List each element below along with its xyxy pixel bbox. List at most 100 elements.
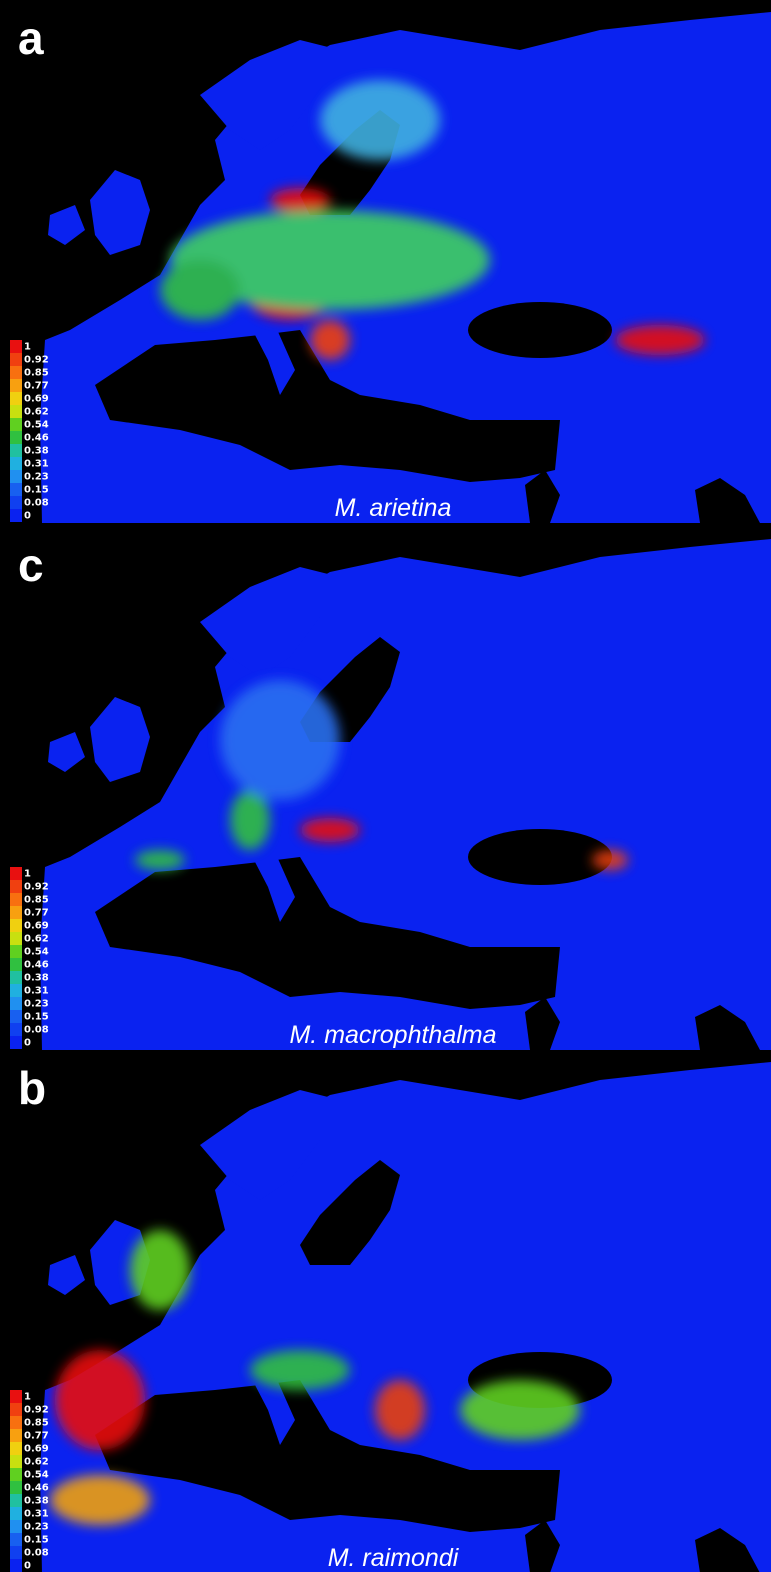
suitability-area [135, 850, 185, 870]
legend-swatch [10, 984, 22, 997]
legend-swatch [10, 932, 22, 945]
suitability-area [460, 1380, 580, 1440]
legend-swatch [10, 997, 22, 1010]
legend-label: 0.46 [24, 1483, 49, 1494]
legend-swatch [10, 1494, 22, 1507]
legend-label: 0.08 [24, 1025, 49, 1036]
legend-label: 0.85 [24, 368, 49, 379]
figure: a M. arietina 1 0.92 0.85 0.77 0.69 0.62 0.54 0.4… [0, 0, 771, 1572]
map-panel: aM. arietina10.920.850.770.690.620.540.4… [0, 0, 771, 523]
legend-label: 0.08 [24, 1548, 49, 1559]
legend-label: 0.15 [24, 485, 49, 496]
legend-label: 0.69 [24, 921, 49, 932]
legend-swatch [10, 1481, 22, 1494]
legend-swatch [10, 1507, 22, 1520]
legend-swatch [10, 1403, 22, 1416]
legend-label: 0.62 [24, 407, 49, 418]
legend-label: 0.08 [24, 498, 49, 509]
legend-label: 0.85 [24, 895, 49, 906]
suitability-area [320, 80, 440, 160]
legend-swatch [10, 1455, 22, 1468]
legend-label: 0.77 [24, 1431, 49, 1442]
species-name: M. macrophthalma [289, 1021, 496, 1049]
suitability-area [375, 1380, 425, 1440]
suitability-area [592, 850, 628, 870]
legend-label: 0.85 [24, 1418, 49, 1429]
map-panel: bM. raimondi10.920.850.770.690.620.540.4… [0, 1050, 771, 1572]
legend-swatch [10, 880, 22, 893]
legend-swatch [10, 340, 22, 353]
suitability-area [55, 1350, 145, 1450]
legend-label: 0.77 [24, 381, 49, 392]
legend-label: 0 [24, 511, 31, 522]
suitability-area [270, 188, 330, 212]
legend-swatch [10, 496, 22, 509]
legend-swatch [10, 444, 22, 457]
legend-label: 0.15 [24, 1012, 49, 1023]
legend-swatch [10, 1546, 22, 1559]
legend-swatch [10, 1442, 22, 1455]
legend-label: 0.31 [24, 459, 49, 470]
legend-swatch [10, 418, 22, 431]
legend-label: 0.38 [24, 973, 49, 984]
legend-swatch [10, 366, 22, 379]
legend-swatch [10, 457, 22, 470]
legend-label: 1 [24, 869, 31, 880]
suitability-area [300, 818, 360, 842]
legend-swatch [10, 1533, 22, 1546]
legend-swatch [10, 1429, 22, 1442]
legend-label: 0.15 [24, 1535, 49, 1546]
legend-label: 0.38 [24, 1496, 49, 1507]
panel-letter: b [18, 1062, 46, 1114]
legend-swatch [10, 945, 22, 958]
legend-label: 0 [24, 1038, 31, 1049]
suitability-area [160, 260, 240, 320]
suitability-area [220, 680, 340, 800]
legend-swatch [10, 392, 22, 405]
legend-swatch [10, 405, 22, 418]
suitability-area [50, 1475, 150, 1525]
legend-label: 0.23 [24, 999, 49, 1010]
suitability-area [230, 790, 270, 850]
legend-swatch [10, 1559, 22, 1572]
legend-swatch [10, 353, 22, 366]
legend-swatch [10, 919, 22, 932]
legend-swatch [10, 1416, 22, 1429]
legend-swatch [10, 470, 22, 483]
legend-swatch [10, 1468, 22, 1481]
legend-label: 0.23 [24, 472, 49, 483]
legend-label: 0.31 [24, 986, 49, 997]
legend-swatch [10, 1023, 22, 1036]
legend-label: 0.69 [24, 1444, 49, 1455]
legend-label: 0.92 [24, 882, 49, 893]
species-name: M. arietina [335, 494, 452, 522]
legend-swatch [10, 483, 22, 496]
legend-swatch [10, 1036, 22, 1049]
legend-swatch [10, 431, 22, 444]
legend-swatch [10, 379, 22, 392]
legend-label: 0.62 [24, 934, 49, 945]
panel-letter: a [18, 12, 44, 64]
legend-label: 0.69 [24, 394, 49, 405]
legend-swatch [10, 509, 22, 522]
legend-swatch [10, 971, 22, 984]
legend-label: 0.77 [24, 908, 49, 919]
legend-label: 0.62 [24, 1457, 49, 1468]
legend-label: 0.54 [24, 947, 49, 958]
legend-swatch [10, 1390, 22, 1403]
legend-label: 1 [24, 342, 31, 353]
suitability-area [250, 1350, 350, 1390]
legend-label: 0.31 [24, 1509, 49, 1520]
legend-label: 0.46 [24, 960, 49, 971]
species-name: M. raimondi [328, 1544, 460, 1572]
map-panel: c M. macrophthalma 1 0.92 0.85 0.77 0.69 0.62 0.… [0, 527, 771, 1050]
legend-label: 0.54 [24, 1470, 49, 1481]
legend-label: 0.92 [24, 355, 49, 366]
suitability-area [130, 1230, 190, 1310]
basemap [0, 527, 771, 1050]
legend-swatch [10, 958, 22, 971]
panel-letter: c [18, 539, 44, 591]
suitability-area [310, 320, 350, 360]
legend-label: 0.46 [24, 433, 49, 444]
legend-label: 0.92 [24, 1405, 49, 1416]
